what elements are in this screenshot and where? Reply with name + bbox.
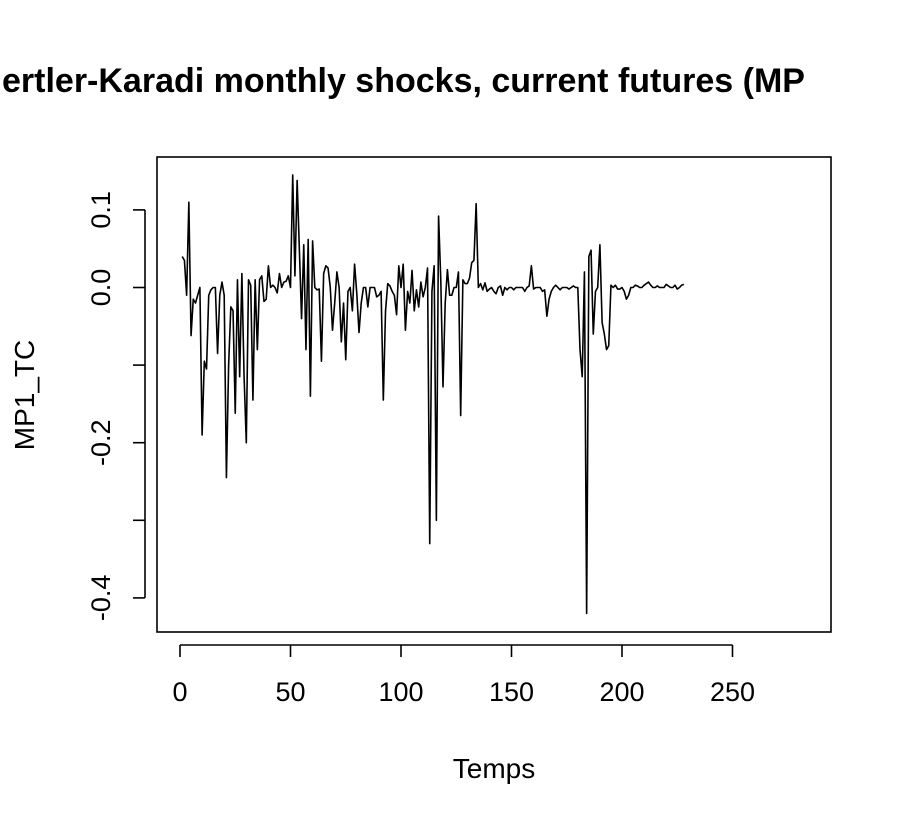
x-tick-label: 100 bbox=[378, 677, 423, 707]
y-tick-label: 0.0 bbox=[86, 269, 116, 307]
x-axis-label: Temps bbox=[453, 753, 535, 784]
y-tick-label: -0.2 bbox=[86, 419, 116, 466]
x-tick-label: 0 bbox=[172, 677, 187, 707]
plot-frame bbox=[156, 156, 832, 633]
x-tick-label: 250 bbox=[710, 677, 755, 707]
x-tick-label: 50 bbox=[275, 677, 305, 707]
x-tick-label: 200 bbox=[599, 677, 644, 707]
x-tick-label: 150 bbox=[489, 677, 534, 707]
chart-title: ertler-Karadi monthly shocks, current fu… bbox=[2, 62, 805, 100]
x-axis: 0 50 100 150 200 250 bbox=[172, 644, 755, 707]
y-tick-label: -0.4 bbox=[86, 575, 116, 622]
y-tick-label: 0.1 bbox=[86, 191, 116, 229]
y-axis-label: MP1_TC bbox=[9, 340, 40, 450]
y-axis: 0.1 0.0 -0.2 -0.4 bbox=[86, 191, 146, 622]
series-line bbox=[181, 174, 685, 615]
